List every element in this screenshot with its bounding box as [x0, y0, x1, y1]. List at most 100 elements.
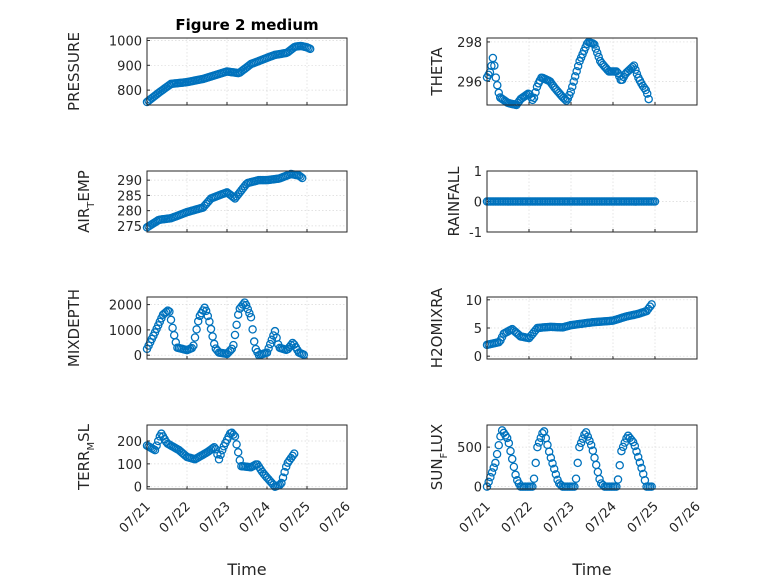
- data-point: [586, 440, 596, 450]
- data-point: [637, 463, 646, 473]
- y-tick-label: -1: [469, 226, 482, 241]
- data-point: [241, 300, 251, 310]
- y-tick-label: 1000: [109, 34, 142, 49]
- data-point: [511, 470, 520, 480]
- plot-area: [146, 424, 348, 490]
- y-tick-label: 0: [474, 196, 482, 211]
- axes-border: [486, 170, 698, 233]
- data-point: [647, 482, 656, 491]
- data-point: [528, 482, 537, 491]
- y-axis-label: PRESSURE: [65, 32, 83, 111]
- data-point: [193, 317, 203, 326]
- x-tick-label: 07/22: [499, 499, 536, 536]
- data-point: [591, 44, 601, 53]
- data-point: [245, 308, 254, 318]
- data-point: [278, 473, 288, 482]
- subplot-5: 0 5 10 H2OMIXRA: [428, 287, 698, 368]
- data-point: [150, 445, 160, 455]
- subplot-3: -1 0 1 RAINFALL: [445, 165, 698, 241]
- data-point: [618, 442, 628, 452]
- data-point: [566, 87, 576, 96]
- data-point: [509, 462, 519, 472]
- data-point: [573, 458, 582, 468]
- data-point: [305, 44, 315, 54]
- data-point: [522, 90, 531, 100]
- data-point: [488, 53, 498, 63]
- x-tick-label: 07/23: [197, 499, 234, 536]
- axes-border: [146, 296, 348, 360]
- data-point: [297, 173, 307, 183]
- axes-border: [486, 37, 698, 106]
- data-point: [189, 341, 198, 350]
- y-axis-label: SUNFLUX: [428, 424, 450, 490]
- data-point: [491, 458, 500, 468]
- data-point: [264, 344, 273, 353]
- y-tick-label: 0: [474, 350, 482, 365]
- data-point: [213, 450, 222, 459]
- data-point: [230, 330, 240, 340]
- subplot-4: 0 1000 2000 MIXDEPTH: [65, 289, 348, 367]
- data-point: [573, 61, 583, 71]
- data-point: [203, 311, 213, 321]
- data-point: [489, 463, 498, 472]
- y-axis-label: THETA: [428, 47, 446, 97]
- data-point: [209, 339, 219, 349]
- data-point: [528, 95, 537, 105]
- x-tick-label: 07/24: [583, 499, 620, 536]
- data-point: [615, 461, 624, 470]
- x-tick-label: 07/21: [117, 499, 154, 536]
- data-point: [296, 172, 305, 182]
- data-point: [262, 348, 272, 357]
- data-point: [289, 449, 299, 458]
- data-point: [230, 432, 240, 441]
- y-tick-label: 0: [134, 349, 142, 364]
- data-point: [635, 458, 645, 467]
- data-point: [585, 436, 594, 446]
- data-point: [633, 452, 643, 462]
- data-point: [506, 446, 515, 456]
- data-point: [208, 444, 217, 453]
- data-point: [583, 432, 593, 441]
- data-point: [494, 440, 504, 450]
- data-point: [529, 93, 539, 103]
- data-point: [549, 464, 559, 474]
- data-point: [267, 335, 277, 345]
- data-point: [551, 470, 561, 479]
- data-point: [569, 77, 578, 86]
- data-point: [534, 438, 544, 447]
- y-tick-label: 2000: [109, 299, 142, 314]
- y-tick-label: 280: [117, 205, 142, 220]
- data-point: [229, 430, 238, 439]
- data-point: [570, 482, 579, 491]
- data-point: [233, 310, 243, 319]
- data-point: [572, 67, 581, 76]
- series-markers: [482, 300, 656, 350]
- data-point: [570, 72, 580, 81]
- x-tick-label: 07/21: [457, 499, 494, 536]
- series-markers: [142, 298, 309, 360]
- data-point: [629, 61, 639, 70]
- data-point: [593, 48, 602, 58]
- x-axis-title: Time: [226, 560, 266, 579]
- data-point: [590, 40, 599, 49]
- data-point: [492, 449, 502, 459]
- y-axis-label: H2OMIXRA: [428, 287, 446, 368]
- data-point: [192, 325, 201, 334]
- y-tick-label: 100: [117, 458, 142, 473]
- subplot-1: 296 298 THETA: [428, 36, 698, 110]
- y-tick-label: 1000: [109, 324, 142, 339]
- y-tick-label: 0: [474, 481, 482, 496]
- data-point: [487, 468, 497, 477]
- data-point: [277, 478, 286, 488]
- data-point: [265, 339, 275, 349]
- data-point: [650, 197, 660, 206]
- y-tick-label: 275: [117, 220, 142, 235]
- data-point: [209, 443, 219, 452]
- data-point: [286, 340, 296, 350]
- axes-border: [486, 424, 698, 490]
- data-point: [190, 333, 200, 342]
- subplot-0: 800 900 1000 PRESSURE Figure 2 medium: [65, 16, 348, 111]
- data-point: [571, 474, 581, 483]
- x-tick-label: 07/22: [157, 499, 194, 536]
